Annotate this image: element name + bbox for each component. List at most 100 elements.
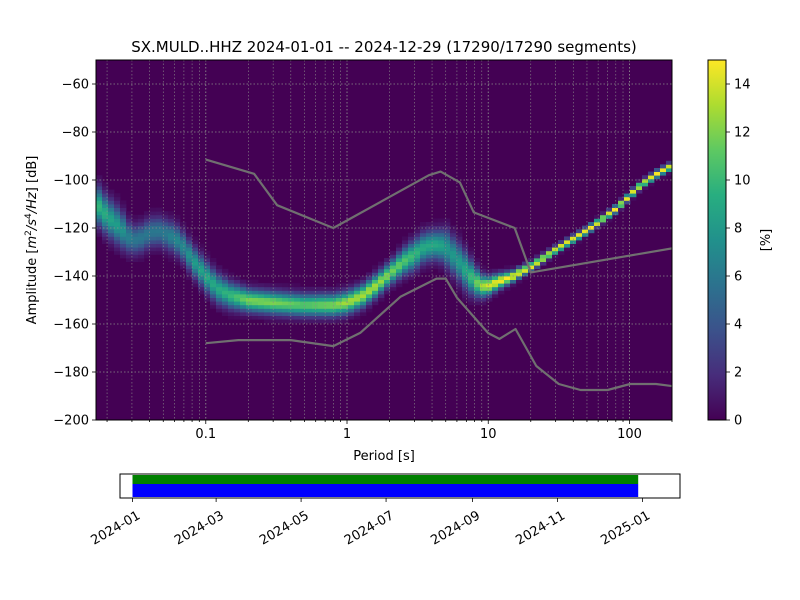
heatmap-cell bbox=[390, 261, 397, 266]
heatmap-cell bbox=[234, 283, 241, 288]
heatmap-cell bbox=[498, 272, 505, 277]
heatmap-cell bbox=[486, 272, 493, 277]
heatmap-cell bbox=[342, 319, 349, 324]
heatmap-cell bbox=[486, 297, 493, 302]
heatmap-cell bbox=[630, 193, 637, 198]
heatmap-cell bbox=[342, 283, 349, 288]
heatmap-cell bbox=[306, 301, 313, 306]
heatmap-cell bbox=[126, 229, 133, 234]
heatmap-cell bbox=[222, 308, 229, 313]
colorbar-tick-label: 14 bbox=[734, 78, 751, 93]
heatmap-cell bbox=[582, 225, 589, 230]
heatmap-cell bbox=[216, 276, 223, 280]
heatmap-cell bbox=[468, 268, 475, 273]
heatmap-cell bbox=[300, 308, 307, 313]
heatmap-cell bbox=[414, 243, 421, 248]
heatmap-cell bbox=[462, 276, 469, 280]
heatmap-cell bbox=[336, 297, 343, 302]
heatmap-cell bbox=[462, 240, 469, 244]
heatmap-cell bbox=[120, 225, 127, 230]
heatmap-cell bbox=[96, 218, 103, 223]
heatmap-cell bbox=[606, 211, 613, 216]
heatmap-cell bbox=[162, 214, 169, 219]
heatmap-cell bbox=[336, 301, 343, 306]
heatmap-cell bbox=[234, 312, 241, 316]
heatmap-cell bbox=[456, 247, 463, 252]
heatmap-cell bbox=[462, 265, 469, 270]
heatmap-cell bbox=[360, 301, 367, 306]
colorbar-gradient bbox=[707, 59, 727, 421]
heatmap-cell bbox=[288, 286, 295, 291]
y-tick-label: −140 bbox=[53, 270, 89, 285]
heatmap-cell bbox=[330, 315, 337, 320]
heatmap-cell bbox=[348, 279, 355, 284]
heatmap-cell bbox=[432, 225, 439, 230]
heatmap-cell bbox=[228, 276, 235, 280]
heatmap-cell bbox=[414, 250, 421, 255]
y-axis-label: Amplitude [m2/s4/Hz] [dB] bbox=[24, 156, 40, 325]
heatmap-cell bbox=[192, 272, 199, 277]
heatmap-cell bbox=[462, 268, 469, 273]
heatmap-cell bbox=[282, 294, 289, 298]
heatmap-cell bbox=[510, 276, 517, 280]
heatmap-cell bbox=[372, 286, 379, 291]
heatmap-cell bbox=[264, 301, 271, 306]
heatmap-cell bbox=[360, 304, 367, 309]
heatmap-cell bbox=[480, 297, 487, 302]
heatmap-cell bbox=[330, 312, 337, 316]
heatmap-cell bbox=[168, 240, 175, 244]
heatmap-cell bbox=[420, 240, 427, 244]
heatmap-cell bbox=[96, 229, 103, 234]
heatmap-cell bbox=[216, 272, 223, 277]
heatmap-cell bbox=[492, 276, 499, 280]
heatmap-cell bbox=[306, 290, 313, 295]
heatmap-cell bbox=[420, 261, 427, 266]
heatmap-cell bbox=[318, 312, 325, 316]
heatmap-cell bbox=[132, 258, 139, 262]
heatmap-cell bbox=[426, 247, 433, 252]
heatmap-cell bbox=[240, 297, 247, 302]
heatmap-cell bbox=[150, 218, 157, 223]
heatmap-cell bbox=[324, 301, 331, 306]
heatmap-cell bbox=[348, 308, 355, 313]
heatmap-cell bbox=[462, 294, 469, 298]
heatmap-cell bbox=[384, 290, 391, 295]
y-tick-label: −80 bbox=[62, 126, 89, 141]
heatmap-cell bbox=[258, 315, 265, 320]
heatmap-cell bbox=[102, 196, 109, 201]
heatmap-cell bbox=[282, 308, 289, 313]
heatmap-cell bbox=[348, 297, 355, 302]
heatmap-cell bbox=[426, 258, 433, 262]
heatmap-cell bbox=[306, 315, 313, 320]
heatmap-cell bbox=[576, 236, 583, 241]
heatmap-cell bbox=[486, 294, 493, 298]
heatmap-cell bbox=[240, 290, 247, 295]
heatmap-cell bbox=[480, 283, 487, 288]
heatmap-cell bbox=[582, 232, 589, 237]
heatmap-cell bbox=[174, 261, 181, 266]
heatmap-cell bbox=[660, 164, 667, 169]
heatmap-cell bbox=[108, 218, 115, 223]
heatmap-cell bbox=[312, 308, 319, 313]
heatmap-cell bbox=[276, 308, 283, 313]
heatmap-cell bbox=[246, 286, 253, 291]
heatmap-cell bbox=[384, 261, 391, 266]
heatmap-cell bbox=[216, 294, 223, 298]
heatmap-cell bbox=[126, 247, 133, 252]
heatmap-cell bbox=[384, 265, 391, 270]
heatmap-cell bbox=[216, 286, 223, 291]
heatmap-cell bbox=[522, 265, 529, 270]
heatmap-cell bbox=[450, 279, 457, 284]
heatmap-cell bbox=[264, 286, 271, 291]
heatmap-cell bbox=[96, 178, 103, 183]
heatmap-cell bbox=[408, 243, 415, 248]
heatmap-cell bbox=[144, 247, 151, 252]
heatmap-cell bbox=[390, 286, 397, 291]
heatmap-cell bbox=[462, 283, 469, 288]
heatmap-cell bbox=[408, 261, 415, 266]
heatmap-cell bbox=[648, 175, 655, 180]
heatmap-cell bbox=[336, 283, 343, 288]
heatmap-cell bbox=[246, 290, 253, 295]
heatmap-cell bbox=[396, 272, 403, 277]
heatmap-cell bbox=[630, 189, 637, 194]
